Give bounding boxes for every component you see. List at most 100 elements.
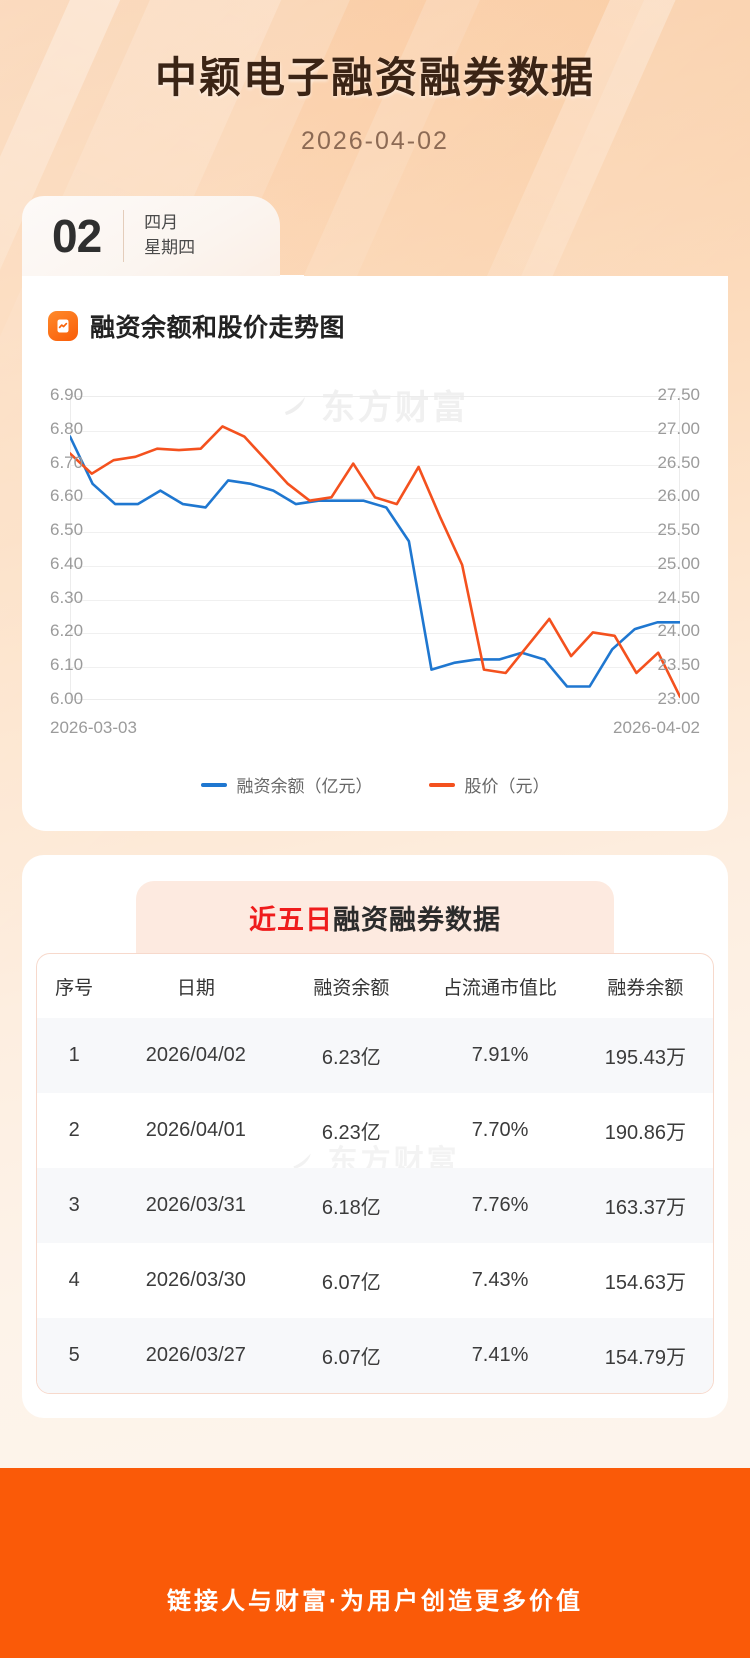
x-start-label: 2026-03-03 [50, 718, 137, 737]
y-tick-left: 6.90 [50, 385, 84, 404]
day-card: 02 四月 星期四 [22, 196, 280, 276]
cell-ratio: 7.91% [471, 1044, 529, 1066]
cell-ratio: 7.76% [471, 1194, 529, 1216]
cell-balance: 6.07亿 [321, 1347, 381, 1369]
y-tick-left: 6.20 [50, 621, 84, 641]
legend-item-price: 股价（元） [428, 772, 550, 797]
table-header-row: 序号 日期 融资余额 占流通市值比 融券余额 [37, 954, 713, 1018]
cell-ratio: 7.43% [471, 1269, 529, 1291]
day-weekday: 星期四 [144, 238, 196, 257]
chart-plot: 东方财富 2026-03-03 2026-04-02 6.90 6.80 6.70 6… [22, 374, 728, 746]
chart-series-svg [70, 425, 680, 698]
y-tick-left: 6.00 [50, 689, 84, 708]
day-month: 四月 [144, 213, 179, 233]
y-tick-right: 27.00 [657, 418, 700, 438]
y-tick-right: 23.50 [657, 655, 700, 675]
footer-arc [0, 1468, 750, 1658]
day-text: 四月 星期四 [124, 211, 195, 260]
cell-short: 190.86万 [604, 1122, 686, 1144]
day-divider [123, 210, 125, 262]
trend-chart-icon [48, 311, 78, 341]
grid-line [71, 565, 679, 567]
column-header-balance: 融资余额 [313, 977, 390, 999]
table-card: 近五日 融资融券数据 东方财富 序号 日期 融资余额 占流通市值比 融券余额 1… [22, 855, 728, 1418]
page-header: 中颖电子融资融券数据 2026-04-02 [0, 0, 750, 156]
cell-balance: 6.07亿 [321, 1272, 381, 1294]
chart-card: 融资余额和股价走势图 东方财富 2026-03-03 2026-04-02 6.… [22, 275, 728, 831]
y-tick-right: 27.50 [657, 385, 700, 404]
day-number: 02 [52, 210, 102, 262]
y-tick-right: 25.00 [657, 553, 700, 573]
cell-balance: 6.18亿 [321, 1197, 381, 1219]
page-title: 中颖电子融资融券数据 [154, 54, 595, 101]
cell-short: 163.37万 [604, 1197, 686, 1219]
banner-rest: 融资融券数据 [333, 904, 501, 935]
series-line-price [70, 425, 680, 698]
legend-swatch-balance [200, 782, 227, 787]
cell-no: 1 [68, 1044, 80, 1066]
table-row: 1 2026/04/02 6.23亿 7.91% 195.43万 [37, 1018, 713, 1093]
table-row: 3 2026/03/31 6.18亿 7.76% 163.37万 [37, 1168, 713, 1243]
y-tick-left: 6.40 [50, 553, 84, 573]
grid-line [71, 633, 679, 635]
page-footer: 链接人与财富·为用户创造更多价值 [0, 1468, 750, 1658]
cell-short: 195.43万 [604, 1047, 686, 1069]
y-tick-left: 6.30 [50, 587, 84, 607]
cell-ratio: 7.41% [471, 1344, 529, 1366]
y-tick-left: 6.70 [50, 452, 84, 472]
table-banner: 近五日 融资融券数据 [136, 881, 614, 953]
series-line-balance [70, 435, 680, 688]
table-row: 2 2026/04/01 6.23亿 7.70% 190.86万 [37, 1093, 713, 1168]
legend-label-price: 股价（元） [464, 777, 550, 796]
table-body: 1 2026/04/02 6.23亿 7.91% 195.43万 2 2026/04/01 6… [37, 1018, 713, 1393]
cell-no: 2 [68, 1119, 80, 1141]
grid-line [71, 667, 679, 669]
table-row: 5 2026/03/27 6.07亿 7.41% 154.79万 [37, 1318, 713, 1393]
cell-date: 2026/03/30 [145, 1269, 246, 1291]
chart-grid [70, 396, 680, 700]
cell-no: 3 [68, 1194, 80, 1216]
cell-balance: 6.23亿 [321, 1122, 381, 1144]
grid-line [71, 599, 679, 601]
y-tick-right: 26.50 [657, 452, 700, 472]
legend-label-balance: 融资余额（亿元） [236, 777, 373, 796]
y-tick-left: 6.80 [50, 418, 84, 438]
cell-short: 154.79万 [604, 1347, 686, 1369]
y-tick-right: 23.00 [657, 689, 700, 708]
column-header-date: 日期 [176, 977, 215, 999]
legend-swatch-price [428, 782, 455, 787]
y-tick-right: 24.50 [657, 587, 700, 607]
footer-slogan: 链接人与财富·为用户创造更多价值 [167, 1588, 583, 1615]
cell-date: 2026/04/01 [145, 1119, 246, 1141]
column-header-ratio: 占流通市值比 [443, 977, 558, 999]
cell-no: 4 [68, 1269, 80, 1291]
banner-highlight: 近五日 [249, 904, 333, 935]
grid-line [71, 532, 679, 534]
cell-ratio: 7.70% [471, 1119, 529, 1141]
page-date: 2026-04-02 [301, 127, 449, 155]
y-tick-right: 26.00 [657, 486, 700, 506]
x-axis-labels: 2026-03-03 2026-04-02 [50, 718, 700, 738]
y-tick-left: 6.50 [50, 520, 84, 540]
cell-date: 2026/03/31 [145, 1194, 246, 1216]
cell-short: 154.63万 [604, 1272, 686, 1294]
grid-line [71, 464, 679, 466]
x-end-label: 2026-04-02 [613, 718, 700, 737]
y-tick-left: 6.60 [50, 486, 84, 506]
column-header-short: 融券余额 [607, 977, 684, 999]
legend-item-balance: 融资余额（亿元） [200, 772, 373, 797]
column-header-no: 序号 [55, 977, 94, 999]
y-tick-right: 25.50 [657, 520, 700, 540]
cell-balance: 6.23亿 [321, 1047, 381, 1069]
cell-date: 2026/04/02 [145, 1044, 246, 1066]
chart-header: 融资余额和股价走势图 [22, 302, 728, 344]
data-table: 东方财富 序号 日期 融资余额 占流通市值比 融券余额 1 2026/04/02 6… [36, 953, 714, 1394]
y-tick-right: 24.00 [657, 621, 700, 641]
cell-no: 5 [68, 1344, 80, 1366]
cell-date: 2026/03/27 [145, 1344, 246, 1366]
chart-legend: 融资余额（亿元） 股价（元） [22, 772, 728, 797]
grid-line [71, 498, 679, 500]
table-row: 4 2026/03/30 6.07亿 7.43% 154.63万 [37, 1243, 713, 1318]
chart-title: 融资余额和股价走势图 [90, 314, 346, 342]
